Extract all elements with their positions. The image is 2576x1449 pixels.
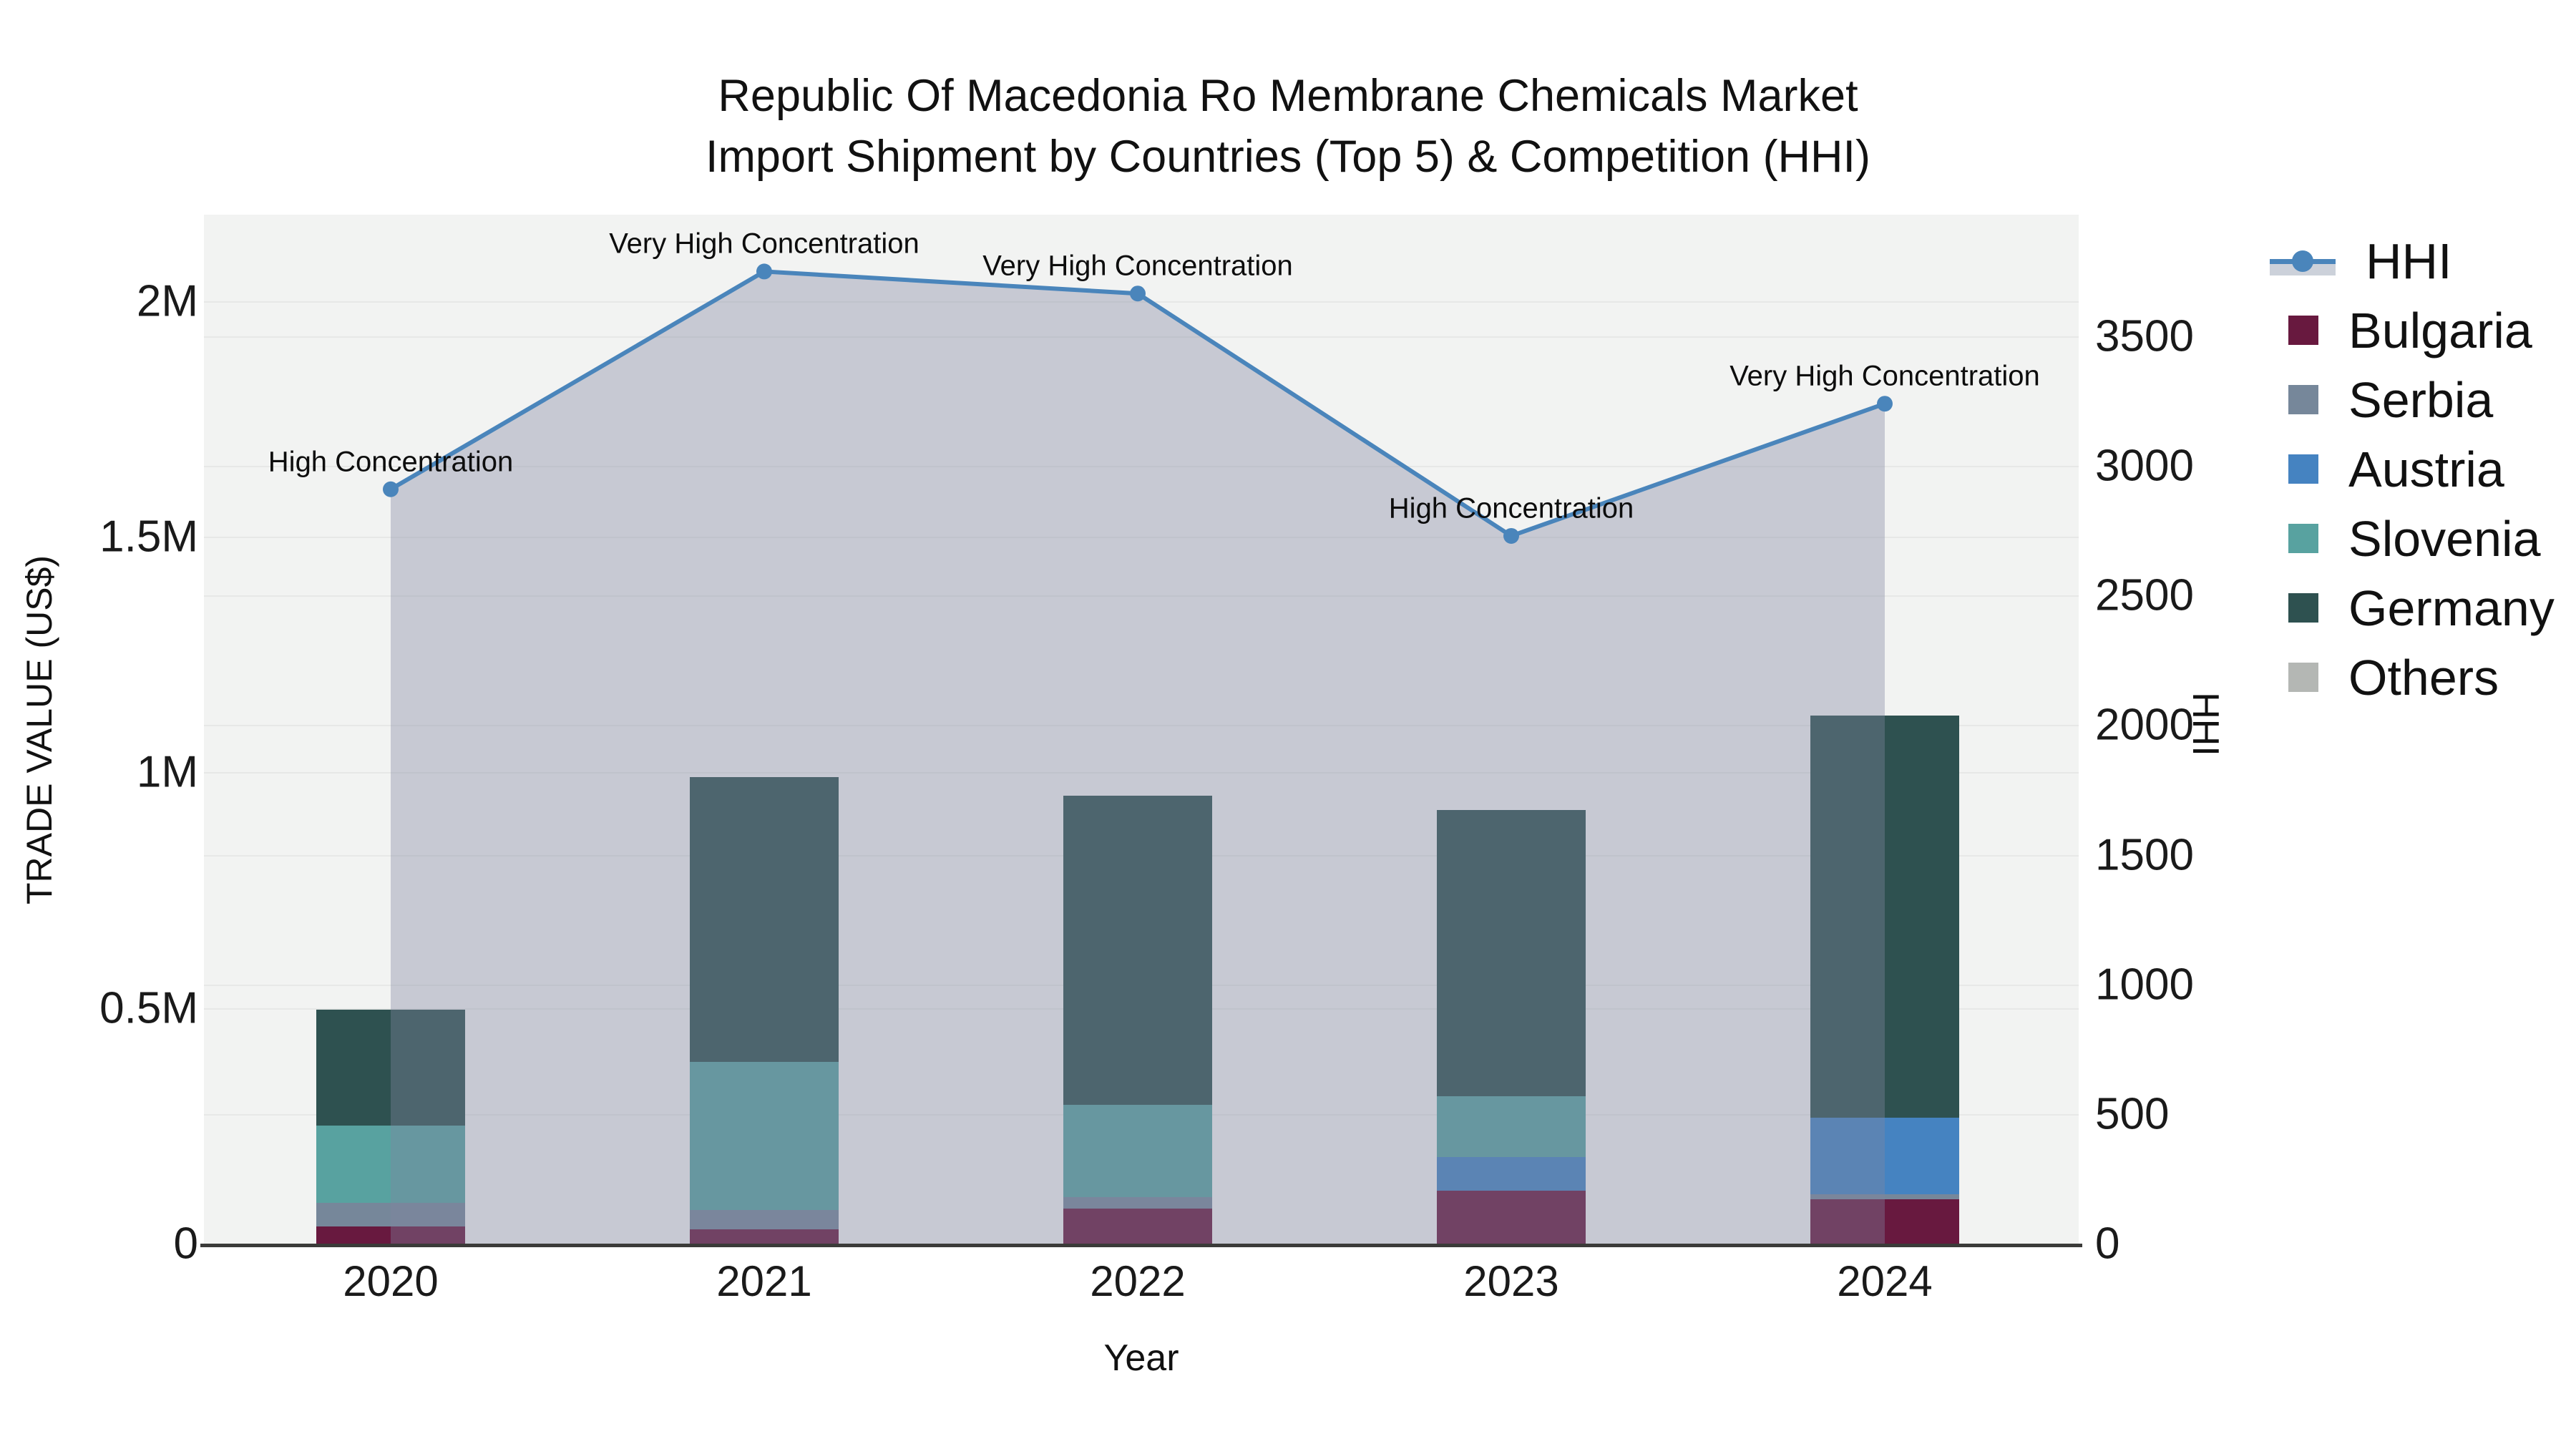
chart-title: Republic Of Macedonia Ro Membrane Chemic… (0, 66, 2576, 187)
right-tick-2500: 2500 (2095, 570, 2194, 620)
austria-swatch-icon (2288, 454, 2318, 484)
right-tick-0: 0 (2095, 1219, 2120, 1269)
right-tick-500: 500 (2095, 1089, 2170, 1139)
bar-2022-bulgaria[interactable] (1063, 1209, 1212, 1244)
hhi-marker-2024[interactable] (1877, 396, 1893, 412)
legend-label-serbia: Serbia (2348, 371, 2494, 428)
legend-label-germany: Germany (2348, 580, 2555, 636)
germany-swatch-icon (2288, 593, 2318, 623)
annotation-2022: Very High Concentration (982, 250, 1293, 282)
x-tick-2024: 2024 (1837, 1257, 1933, 1305)
gridline-left-1M (204, 772, 2079, 774)
x-axis-title: Year (1103, 1337, 1179, 1379)
left-axis-title: TRADE VALUE (US$) (19, 555, 59, 905)
right-axis-title: HHI (2185, 692, 2226, 756)
left-tick-0.5M: 0.5M (99, 983, 198, 1033)
legend: HHI Bulgaria Serbia Austria Slovenia Germany O… (2270, 226, 2555, 712)
annotation-2024: Very High Concentration (1729, 360, 2040, 392)
right-tick-1500: 1500 (2095, 830, 2194, 880)
x-tick-2023: 2023 (1463, 1257, 1559, 1305)
gridline-left-1.5M (204, 537, 2079, 539)
serbia-swatch-icon (2288, 385, 2318, 414)
left-tick-2M: 2M (136, 276, 198, 326)
chart-title-line2: Import Shipment by Countries (Top 5) & C… (705, 132, 1871, 182)
slovenia-swatch-icon (2288, 524, 2318, 553)
gridline-left-2M (204, 301, 2079, 303)
hhi-marker-2021[interactable] (756, 263, 772, 280)
x-tick-2022: 2022 (1090, 1257, 1186, 1305)
legend-item-bulgaria[interactable]: Bulgaria (2275, 296, 2555, 365)
legend-label-others: Others (2348, 649, 2499, 706)
hhi-line-swatch-icon (2270, 245, 2336, 277)
gridline-right-3500 (204, 336, 2079, 338)
bar-2023-bulgaria[interactable] (1437, 1190, 1586, 1244)
legend-item-slovenia[interactable]: Slovenia (2275, 504, 2555, 573)
legend-item-others[interactable]: Others (2275, 643, 2555, 712)
annotation-2023: High Concentration (1388, 492, 1634, 525)
legend-label-bulgaria: Bulgaria (2348, 302, 2532, 358)
right-tick-2000: 2000 (2095, 700, 2194, 750)
legend-label-slovenia: Slovenia (2348, 510, 2541, 567)
left-tick-0: 0 (173, 1219, 198, 1269)
bulgaria-swatch-icon (2288, 316, 2318, 345)
gridline-right-2000 (204, 725, 2079, 727)
legend-label-hhi: HHI (2366, 233, 2452, 289)
x-tick-2021: 2021 (716, 1257, 812, 1305)
annotation-2020: High Concentration (268, 446, 514, 478)
annotation-2021: Very High Concentration (609, 228, 919, 260)
legend-item-serbia[interactable]: Serbia (2275, 365, 2555, 434)
bar-2020-bulgaria[interactable] (316, 1226, 465, 1244)
x-tick-2020: 2020 (343, 1257, 439, 1305)
bar-2024-bulgaria[interactable] (1810, 1199, 1959, 1244)
others-swatch-icon (2288, 663, 2318, 692)
hhi-marker-2020[interactable] (383, 481, 399, 497)
left-tick-1M: 1M (136, 747, 198, 797)
legend-label-austria: Austria (2348, 441, 2504, 497)
hhi-marker-2023[interactable] (1503, 527, 1519, 544)
legend-item-hhi[interactable]: HHI (2270, 226, 2555, 296)
chart-title-line1: Republic Of Macedonia Ro Membrane Chemic… (718, 71, 1858, 121)
gridline-right-2500 (204, 595, 2079, 597)
right-tick-1000: 1000 (2095, 960, 2194, 1010)
x-axis-baseline (200, 1244, 2082, 1247)
right-tick-3000: 3000 (2095, 441, 2194, 491)
legend-item-austria[interactable]: Austria (2275, 434, 2555, 504)
right-tick-3500: 3500 (2095, 311, 2194, 361)
left-tick-1.5M: 1.5M (99, 512, 198, 562)
bar-2021-bulgaria[interactable] (690, 1229, 839, 1244)
legend-item-germany[interactable]: Germany (2275, 573, 2555, 643)
hhi-marker-2022[interactable] (1130, 286, 1146, 302)
